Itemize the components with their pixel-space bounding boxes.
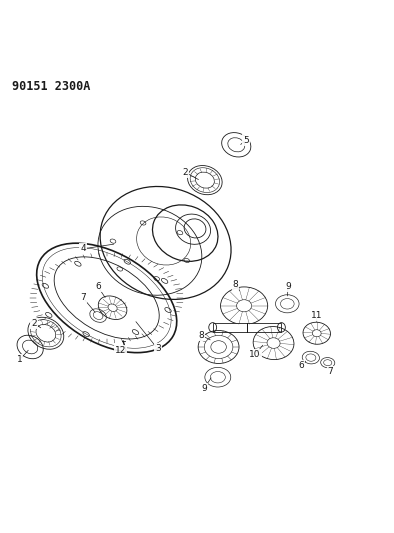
Text: 3: 3 — [155, 344, 161, 353]
Text: 2: 2 — [31, 319, 37, 328]
Text: 8: 8 — [198, 330, 204, 340]
Text: 90151 2300A: 90151 2300A — [13, 80, 91, 93]
Text: 8: 8 — [232, 280, 238, 289]
Text: 7: 7 — [80, 293, 86, 302]
Text: 9: 9 — [201, 384, 207, 393]
Bar — [213, 322, 281, 332]
Text: 12: 12 — [115, 345, 126, 354]
Text: 9: 9 — [285, 281, 291, 290]
Text: 1: 1 — [17, 356, 22, 365]
Text: 6: 6 — [298, 361, 304, 370]
Text: 6: 6 — [95, 282, 101, 292]
Text: 5: 5 — [243, 135, 249, 144]
Text: 10: 10 — [249, 350, 261, 359]
Text: 7: 7 — [328, 367, 333, 376]
Text: 2: 2 — [182, 168, 188, 177]
Text: 11: 11 — [311, 311, 323, 320]
Text: 4: 4 — [80, 244, 86, 253]
